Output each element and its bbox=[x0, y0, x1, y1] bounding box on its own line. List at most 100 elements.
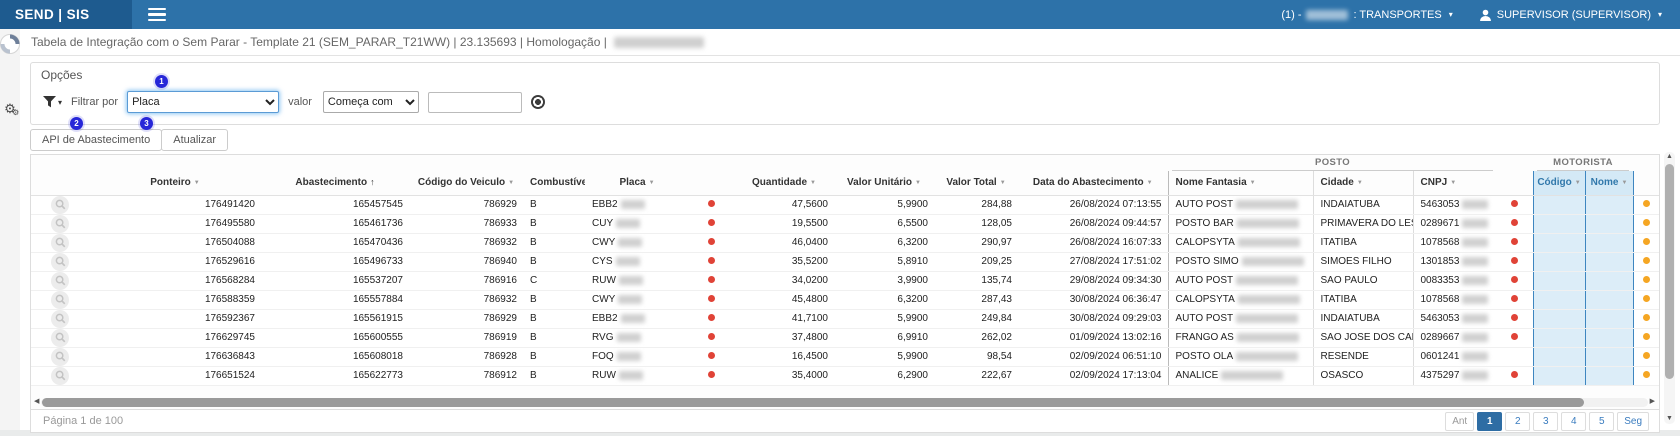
hscroll-thumb[interactable] bbox=[42, 397, 1585, 407]
row-detail-button[interactable] bbox=[51, 347, 69, 365]
cell-quantidade: 47,5600 bbox=[734, 195, 834, 215]
cell-quantidade: 19,5500 bbox=[734, 214, 834, 234]
tab-atualizar[interactable]: Atualizar bbox=[161, 129, 229, 151]
row-detail-button[interactable] bbox=[51, 328, 69, 346]
col-nome-fantasia[interactable]: Nome Fantasia ▼ bbox=[1167, 171, 1313, 196]
pagination-prev-button[interactable]: Ant bbox=[1445, 411, 1475, 431]
vscroll-thumb[interactable] bbox=[1665, 164, 1675, 379]
scroll-up-icon[interactable]: ▲ bbox=[1666, 153, 1673, 160]
chevron-down-icon: ▾ bbox=[1448, 10, 1453, 19]
filter-field-select[interactable]: Placa bbox=[127, 91, 280, 113]
cell-valor-total: 209,25 bbox=[934, 252, 1018, 272]
user-label: SUPERVISOR (SUPERVISOR) bbox=[1496, 8, 1651, 21]
cell-motorista-nome bbox=[1584, 195, 1634, 215]
col-quantidade[interactable]: Quantidade ▼ bbox=[734, 171, 834, 196]
redacted-cnpj bbox=[1462, 256, 1489, 266]
options-panel: Opções ▾ Filtrar por Placa valor Começa … bbox=[30, 62, 1661, 125]
app-brand[interactable]: SEND | SIS bbox=[0, 0, 132, 29]
redacted-nome-fantasia bbox=[1236, 313, 1299, 323]
cell-valor-unitario: 6,9910 bbox=[834, 328, 934, 348]
cell-abastecimento: 165561915 bbox=[261, 309, 409, 329]
cell-codigo-veiculo: 786932 bbox=[409, 233, 523, 253]
pagination-page-5[interactable]: 5 bbox=[1589, 411, 1615, 431]
table-row: 176651524 165622773 786912 B RUW 35,4000 6,290… bbox=[31, 366, 1660, 386]
row-detail-button[interactable] bbox=[51, 233, 69, 251]
redacted-placa bbox=[618, 370, 643, 380]
col-placa[interactable]: Placa ▼ bbox=[585, 171, 689, 196]
col-combustivel[interactable]: Combustível▼ bbox=[523, 171, 585, 196]
cell-valor-total: 262,02 bbox=[934, 328, 1018, 348]
cell-motorista-nome bbox=[1584, 271, 1634, 291]
cell-nome-fantasia: CALOPSYTA bbox=[1167, 290, 1313, 310]
row-detail-button[interactable] bbox=[51, 271, 69, 289]
cell-abastecimento: 165470436 bbox=[261, 233, 409, 253]
redacted-cnpj bbox=[1462, 237, 1489, 247]
filter-value-input[interactable] bbox=[427, 91, 522, 113]
horizontal-scrollbar[interactable]: ◀ ▶ bbox=[34, 397, 1655, 407]
cell-cnpj: 1078568 bbox=[1412, 290, 1498, 310]
scroll-left-icon[interactable]: ◀ bbox=[34, 398, 40, 405]
cell-codigo-veiculo: 786929 bbox=[409, 195, 523, 215]
cell-data-abastecimento: 26/08/2024 07:13:55 bbox=[1018, 195, 1168, 215]
cell-valor-total: 290,97 bbox=[934, 233, 1018, 253]
group-header-motorista: MOTORISTA bbox=[1533, 155, 1633, 171]
cell-ponteiro: 176651524 bbox=[89, 366, 261, 386]
table-row: 176491420 165457545 786929 B EBB2 47,5600 5,99… bbox=[31, 195, 1660, 215]
hamburger-menu-icon[interactable] bbox=[148, 7, 166, 22]
cell-data-abastecimento: 02/09/2024 06:51:10 bbox=[1018, 347, 1168, 367]
cell-motorista-nome bbox=[1584, 290, 1634, 310]
pagination-next-button[interactable]: Seg bbox=[1617, 411, 1650, 431]
scroll-down-icon[interactable]: ▼ bbox=[1666, 415, 1673, 422]
scroll-right-icon[interactable]: ▶ bbox=[1649, 398, 1656, 405]
cell-quantidade: 35,5200 bbox=[734, 252, 834, 272]
cell-codigo-veiculo: 786928 bbox=[409, 347, 523, 367]
motorista-status-dot-orange bbox=[1642, 276, 1650, 283]
row-detail-button[interactable] bbox=[51, 214, 69, 232]
col-codigo-veiculo[interactable]: Código do Veiculo ▼ bbox=[409, 171, 523, 196]
settings-cogs-icon[interactable]: ⚙ ⚙ bbox=[4, 101, 20, 117]
redacted-placa bbox=[618, 294, 643, 304]
cell-data-abastecimento: 02/09/2024 17:13:04 bbox=[1018, 366, 1168, 386]
filter-operator-select[interactable]: Começa com bbox=[322, 91, 419, 113]
pagination-page-2[interactable]: 2 bbox=[1505, 411, 1531, 431]
redacted-cnpj bbox=[1462, 275, 1489, 285]
pagination-page-3[interactable]: 3 bbox=[1533, 411, 1559, 431]
redacted-cnpj bbox=[1462, 332, 1489, 342]
row-detail-button[interactable] bbox=[51, 366, 69, 384]
col-motorista-codigo[interactable]: Código ▼ bbox=[1532, 171, 1586, 196]
col-motorista-nome[interactable]: Nome ▼ bbox=[1584, 171, 1634, 196]
cell-ponteiro: 176592367 bbox=[89, 309, 261, 329]
annotation-badge-1: 1 bbox=[155, 75, 168, 88]
vertical-scrollbar[interactable]: ▲ ▼ bbox=[1664, 152, 1676, 424]
row-detail-button[interactable] bbox=[51, 195, 69, 213]
row-detail-button[interactable] bbox=[51, 252, 69, 270]
col-ponteiro[interactable]: Ponteiro ▼ bbox=[89, 171, 261, 196]
user-menu[interactable]: SUPERVISOR (SUPERVISOR) ▾ bbox=[1479, 9, 1662, 21]
cell-motorista-codigo bbox=[1532, 347, 1586, 367]
cell-valor-unitario: 6,3200 bbox=[834, 290, 934, 310]
col-cidade[interactable]: Cidade ▼ bbox=[1312, 171, 1413, 196]
cell-combustivel: B bbox=[523, 252, 585, 272]
tabs-row: API de Abastecimento Atualizar bbox=[30, 129, 1680, 151]
account-selector[interactable]: (1) - : TRANSPORTES ▾ bbox=[1281, 9, 1452, 21]
cell-cidade: INDAIATUBA bbox=[1312, 195, 1413, 215]
cell-ponteiro: 176568284 bbox=[89, 271, 261, 291]
col-abastecimento[interactable]: Abastecimento ↑ bbox=[261, 171, 409, 196]
cell-ponteiro: 176588359 bbox=[89, 290, 261, 310]
left-sidebar: ⚙ ⚙ bbox=[0, 29, 20, 430]
pagination-page-1[interactable]: 1 bbox=[1477, 411, 1503, 431]
col-valor-unitario[interactable]: Valor Unitário ▼ bbox=[834, 171, 934, 196]
col-valor-total[interactable]: Valor Total ▼ bbox=[934, 171, 1018, 196]
col-data-abastecimento[interactable]: Data do Abastecimento ▼ bbox=[1018, 171, 1168, 196]
pagination-page-4[interactable]: 4 bbox=[1561, 411, 1587, 431]
col-cnpj[interactable]: CNPJ ▼ bbox=[1412, 171, 1498, 196]
filter-funnel-icon[interactable]: ▾ bbox=[43, 96, 62, 108]
row-detail-button[interactable] bbox=[51, 290, 69, 308]
cell-cidade: RESENDE bbox=[1312, 347, 1413, 367]
row-detail-button[interactable] bbox=[51, 309, 69, 327]
tab-api-abastecimento[interactable]: API de Abastecimento bbox=[30, 129, 163, 151]
cell-placa: EBB2 bbox=[585, 309, 689, 329]
cell-abastecimento: 165457545 bbox=[261, 195, 409, 215]
redacted-account-name bbox=[1306, 9, 1349, 20]
apply-filter-icon[interactable] bbox=[530, 95, 545, 109]
